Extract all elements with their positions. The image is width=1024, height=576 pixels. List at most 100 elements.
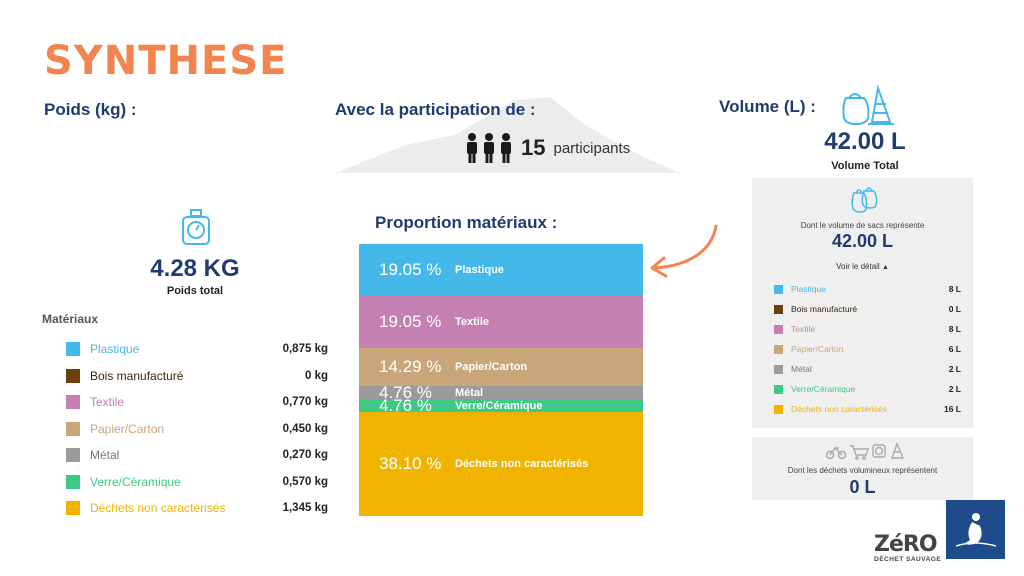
volume-legend-item: Textile 8 L [774,319,961,339]
bar-segment: 19.05 % Plastique [359,244,643,296]
segment-percent-label: 19.05 % [379,259,442,279]
mountain-wilderness-logo [946,500,1005,559]
material-name: Bois manufacturé [90,368,184,383]
bags-volume-panel [752,178,973,428]
participation-label: Avec la participation de : [335,100,536,119]
people-icon [467,133,511,163]
material-weight: 0,270 kg [282,449,328,462]
volume-legend-item: Bois manufacturé 0 L [774,299,961,319]
material-name: Verre/Céramique [791,384,856,394]
volume-total: 42.00 L [824,128,906,155]
color-swatch [774,324,783,334]
color-swatch [66,474,80,489]
color-swatch [774,344,783,354]
material-volume: 2 L [948,364,961,374]
participants-count: 15 [521,135,546,160]
caret-up-icon: ▲ [881,264,889,271]
volume-legend-item: Verre/Céramique 2 L [774,379,961,399]
segment-percent-label: 38.10 % [379,454,442,474]
color-swatch [774,304,783,314]
material-name: Déchets non caractérisés [90,501,226,516]
bags-icon [851,187,878,213]
participants-unit: participants [553,139,631,157]
color-swatch [774,404,783,414]
volume-section-label: Volume (L) : [719,97,816,116]
weight-legend-item: Bois manufacturé 0 kg [66,363,328,390]
color-swatch [66,501,80,516]
volume-legend-item: Métal 2 L [774,359,961,379]
weight-total: 4.28 KG [150,255,240,282]
material-volume: 8 L [948,284,961,294]
material-weight: 0 kg [304,369,328,382]
segment-category-label: Métal [455,386,484,399]
material-name: Métal [791,364,812,374]
material-name: Plastique [791,284,826,294]
bulky-caption: Dont les déchets volumineux représentent [787,466,938,475]
material-volume: 16 L [943,404,961,414]
color-swatch [66,368,80,383]
weight-legend-item: Verre/Céramique 0,570 kg [66,469,328,496]
material-name: Verre/Céramique [90,474,181,489]
weight-legend: Plastique 0,875 kg Bois manufacturé 0 kg Tex… [66,336,328,522]
material-name: Papier/Carton [90,421,165,436]
bar-segment: 19.05 % Textile [359,295,643,348]
segment-category-label: Déchets non caractérisés [455,458,589,471]
bulky-waste-panel [752,437,973,500]
weight-legend-item: Papier/Carton 0,450 kg [66,416,328,443]
color-swatch [774,364,783,374]
material-weight: 0,570 kg [282,475,328,488]
material-name: Papier/Carton [791,344,844,354]
material-volume: 6 L [948,344,961,354]
material-volume: 2 L [948,384,961,394]
color-swatch [66,421,80,436]
material-weight: 0,450 kg [282,422,328,435]
bar-segment: 38.10 % Déchets non caractérisés [359,412,643,516]
bags-total: 42.00 L [831,231,894,251]
volume-legend-item: Déchets non caractérisés 16 L [774,399,961,419]
volume-total-caption: Volume Total [831,160,899,172]
bulky-total: 0 L [849,477,876,497]
zero-dechet-logo: ZéRO [874,532,938,557]
color-swatch [66,448,80,463]
weight-total-caption: Poids total [166,285,224,297]
bar-segment: 4.76 % Métal [359,386,643,400]
material-weight: 0,875 kg [282,343,328,356]
weight-legend-item: Déchets non caractérisés 1,345 kg [66,495,328,522]
volume-legend-item: Plastique 8 L [774,279,961,299]
material-name: Métal [90,448,120,463]
material-name: Bois manufacturé [791,304,858,314]
color-swatch [774,284,783,294]
material-volume: 8 L [948,324,961,334]
material-weight: 0,770 kg [282,396,328,409]
segment-category-label: Papier/Carton [455,361,528,374]
participants-row: 15 participants [465,132,630,164]
bags-caption: Dont le volume de sacs représente [800,221,925,230]
weight-legend-item: Textile 0,770 kg [66,389,328,416]
material-name: Textile [791,324,816,334]
scale-icon [182,209,210,245]
see-detail-toggle[interactable]: Voir le détail ▲ [752,262,973,271]
material-weight: 1,345 kg [282,502,328,515]
materials-heading: Matériaux [42,312,99,326]
volume-legend: Plastique 8 L Bois manufacturé 0 L Textile 8 … [774,279,961,419]
weight-legend-item: Métal 0,270 kg [66,442,328,469]
material-name: Déchets non caractérisés [791,404,887,414]
segment-category-label: Plastique [455,263,504,276]
segment-category-label: Verre/Céramique [455,399,543,412]
proportion-bar: 19.05 % Plastique 19.05 % Textile 14.29 % Pap… [359,244,643,516]
chart-title: Proportion matériaux : [375,213,558,232]
segment-percent-label: 19.05 % [379,311,442,331]
material-name: Textile [90,395,125,410]
page-title: SYNTHESE [44,38,288,84]
bar-segment: 4.76 % Verre/Céramique [359,399,643,413]
color-swatch [774,384,783,394]
volume-legend-item: Papier/Carton 6 L [774,339,961,359]
weight-legend-item: Plastique 0,875 kg [66,336,328,363]
bar-segment: 14.29 % Papier/Carton [359,347,643,387]
color-swatch [66,342,80,357]
zero-dechet-logo-subtitle: DÉCHET SAUVAGE [874,556,942,563]
segment-percent-label: 4.76 % [379,386,432,400]
segment-category-label: Textile [455,315,490,328]
bag-and-cone-icon [842,84,894,126]
segment-percent-label: 14.29 % [379,357,442,377]
